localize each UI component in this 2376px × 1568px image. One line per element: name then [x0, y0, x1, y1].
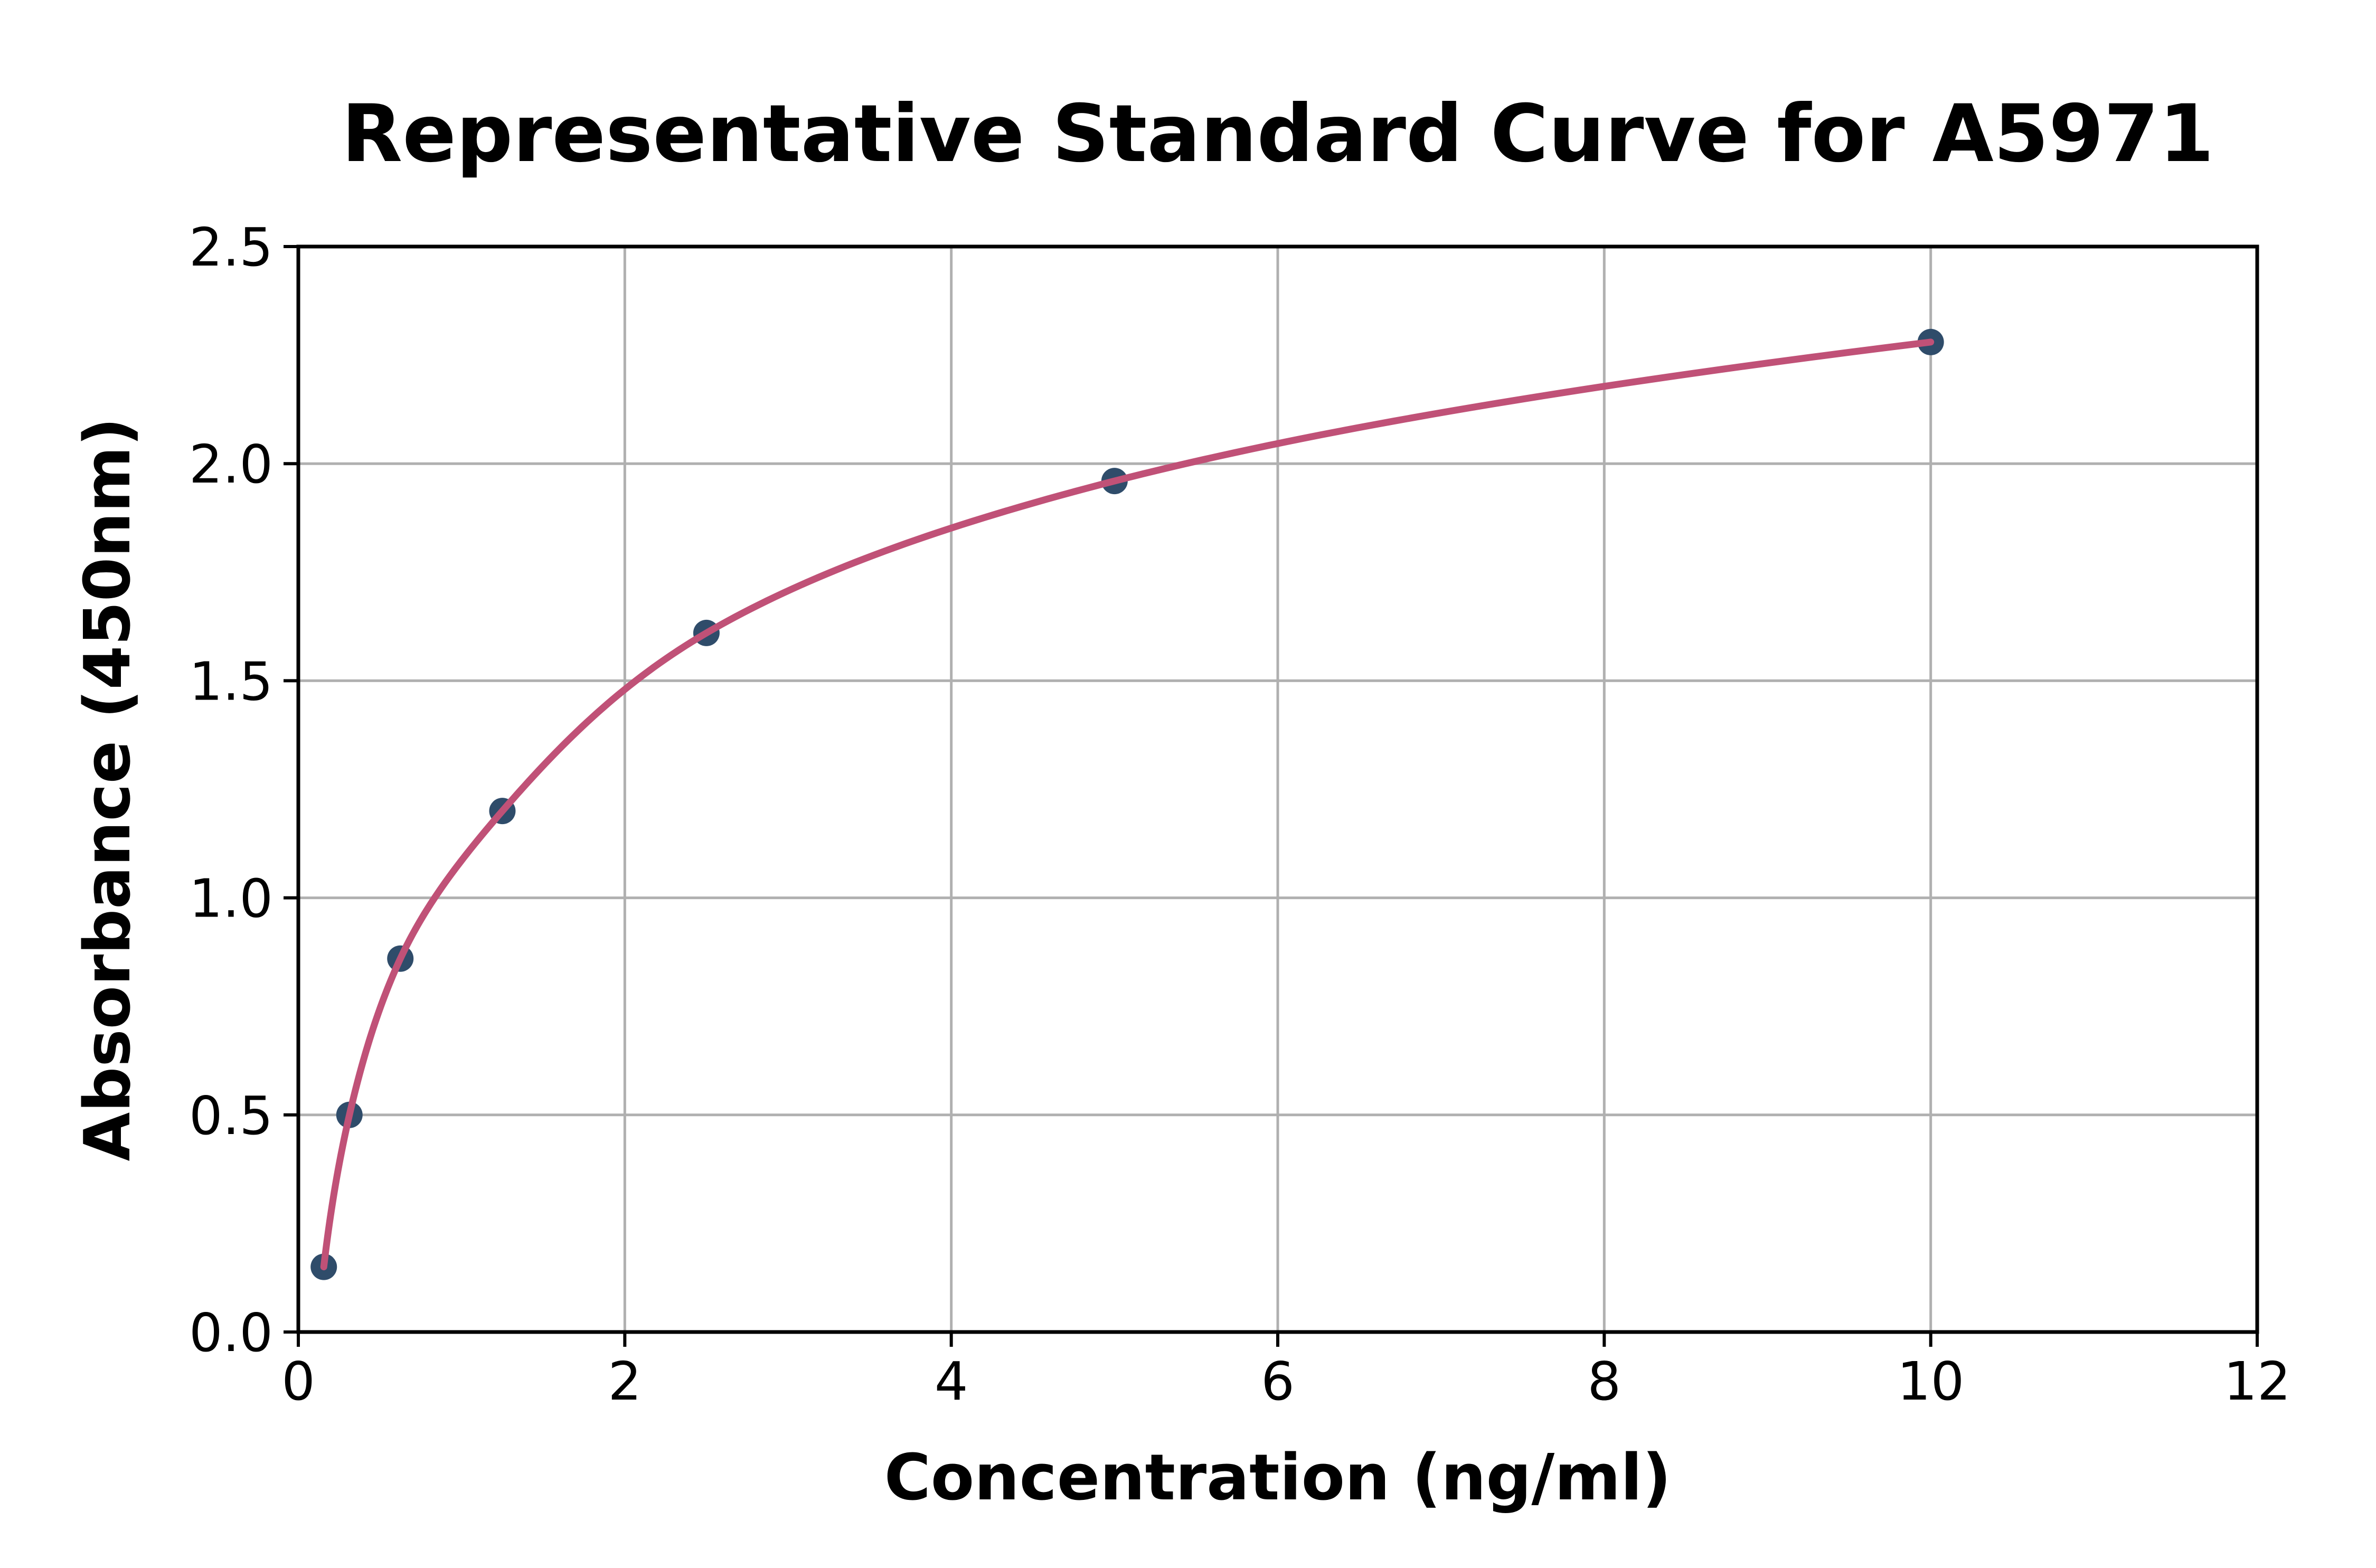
fitted-standard-curve — [320, 338, 1935, 1271]
tick-labels: 0 2 4 6 8 10 12 0.0 0.5 1.0 1.5 2.0 2.5 — [189, 216, 2291, 1412]
y-tick-label-2.5: 2.5 — [189, 216, 273, 278]
y-tick-label-1.5: 1.5 — [189, 650, 273, 712]
y-tick-label-2.0: 2.0 — [189, 433, 273, 495]
x-tick-label-4: 4 — [935, 1350, 968, 1412]
x-tick-label-0: 0 — [281, 1350, 315, 1412]
y-axis-label: Absorbance (450nm) — [71, 417, 145, 1161]
y-tick-label-1.0: 1.0 — [189, 868, 273, 930]
gridlines — [298, 247, 2257, 1332]
axis-ticks — [284, 245, 2259, 1347]
x-axis-label: Concentration (ng/ml) — [884, 1441, 1672, 1515]
x-tick-label-10: 10 — [1897, 1350, 1964, 1412]
y-tick-label-0.0: 0.0 — [189, 1302, 273, 1364]
x-tick-label-8: 8 — [1588, 1350, 1621, 1412]
x-tick-label-6: 6 — [1261, 1350, 1295, 1412]
x-tick-label-2: 2 — [608, 1350, 642, 1412]
chart-title: Representative Standard Curve for A5971 — [342, 88, 2214, 180]
x-tick-label-12: 12 — [2223, 1350, 2290, 1412]
data-series — [310, 328, 1944, 1280]
y-tick-label-0.5: 0.5 — [189, 1085, 273, 1147]
